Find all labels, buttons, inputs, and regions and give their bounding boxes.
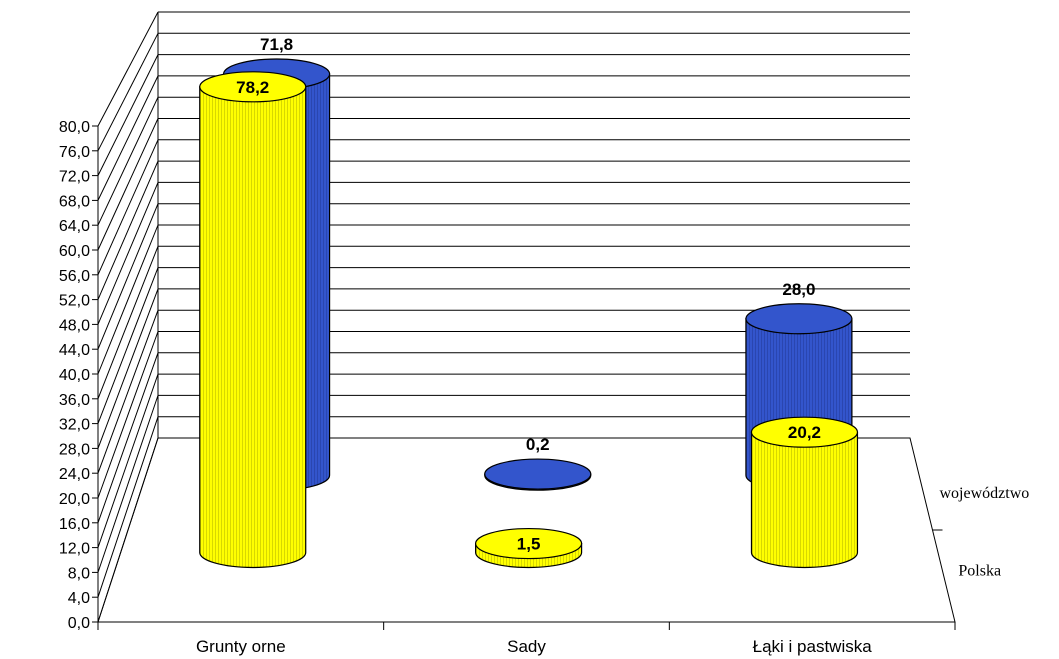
data-label: 28,0 (782, 280, 815, 299)
y-tick-label: 48,0 (59, 317, 90, 334)
chart-walls (97, 11, 956, 623)
side-gridline (97, 373, 159, 548)
cylinder-top (750, 416, 859, 448)
side-gridline (97, 118, 159, 251)
cylinder-body (199, 86, 307, 569)
side-gridline (97, 416, 159, 598)
data-label: 20,2 (788, 423, 821, 442)
side-gridline (97, 11, 159, 127)
cylinder-polska (199, 71, 307, 569)
data-label: 78,2 (236, 78, 269, 97)
y-tick-label: 16,0 (59, 516, 90, 533)
data-label: 1,5 (517, 535, 541, 554)
data-label: 71,8 (260, 35, 293, 54)
y-tick-label: 56,0 (59, 268, 90, 285)
category-label: Sady (507, 637, 546, 656)
cylinder-top (484, 458, 592, 490)
side-gridline (97, 310, 159, 474)
side-gridline (97, 395, 159, 573)
y-tick-label: 72,0 (59, 169, 90, 186)
y-tick-label: 44,0 (59, 342, 90, 359)
series-label: województwo (940, 485, 1030, 502)
y-tick-label: 24,0 (59, 466, 90, 483)
series-axis-labels: województwo Polska (932, 485, 1030, 579)
side-gridline (97, 437, 159, 623)
y-tick-label: 52,0 (59, 293, 90, 310)
cylinder-top (199, 71, 307, 103)
side-gridline (97, 75, 159, 201)
side-gridline (97, 267, 159, 424)
y-tick-label: 8,0 (68, 565, 90, 582)
cylinder-top (474, 527, 583, 560)
cylinder-wojewodztwo (484, 458, 592, 491)
side-gridline (97, 160, 159, 300)
y-tick-label: 12,0 (59, 541, 90, 558)
y-tick-label: 68,0 (59, 193, 90, 210)
side-gridline (97, 246, 159, 399)
y-tick-label: 32,0 (59, 417, 90, 434)
y-tick-label: 4,0 (68, 590, 90, 607)
y-tick-label: 36,0 (59, 392, 90, 409)
side-gridline (97, 54, 159, 176)
side-gridline (97, 139, 159, 276)
y-tick-label: 76,0 (59, 144, 90, 161)
cylinder-bars: 71,8 0,2 28,0 78,2 1,5 20,2 (199, 35, 859, 569)
cylinder-top (745, 303, 853, 335)
cylinder-polska (474, 527, 583, 569)
y-tick-label: 0,0 (68, 615, 90, 632)
category-label: Łąki i pastwiska (753, 637, 873, 656)
side-gridline (97, 331, 159, 499)
y-axis-ticks: 0,0 4,0 8,0 12,0 16,0 20,0 24,0 28,0 32,0 36,0 40,… (59, 119, 98, 632)
cylinder-body (750, 431, 859, 569)
y-tick-label: 28,0 (59, 441, 90, 458)
category-label: Grunty orne (196, 637, 286, 656)
x-axis-categories: Grunty orne Sady Łąki i pastwiska (97, 622, 956, 656)
side-gridline (97, 33, 159, 152)
y-tick-label: 64,0 (59, 218, 90, 235)
y-tick-label: 20,0 (59, 491, 90, 508)
y-tick-label: 40,0 (59, 367, 90, 384)
cylinder-polska (750, 416, 859, 569)
side-gridline (97, 352, 159, 523)
side-gridline (97, 96, 159, 226)
data-label: 0,2 (526, 435, 550, 454)
side-gridline (97, 288, 159, 449)
side-gridline (97, 224, 159, 375)
y-tick-label: 80,0 (59, 119, 90, 136)
y-tick-label: 60,0 (59, 243, 90, 260)
series-label: Polska (958, 562, 1001, 579)
side-gridline (97, 182, 159, 325)
side-gridline (97, 203, 159, 350)
